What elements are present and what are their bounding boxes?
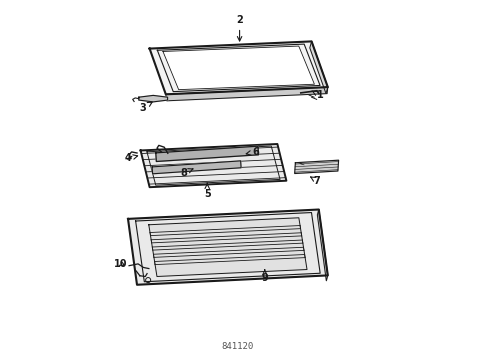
Polygon shape xyxy=(152,161,241,174)
Polygon shape xyxy=(294,160,339,174)
Text: 1: 1 xyxy=(312,90,324,100)
Text: 7: 7 xyxy=(311,176,320,186)
Text: 9: 9 xyxy=(262,270,268,283)
Text: 5: 5 xyxy=(204,183,211,199)
Polygon shape xyxy=(128,210,328,285)
Polygon shape xyxy=(149,41,328,94)
Polygon shape xyxy=(139,95,168,102)
Polygon shape xyxy=(141,144,286,187)
Text: 4: 4 xyxy=(124,153,138,163)
Polygon shape xyxy=(163,46,315,90)
Polygon shape xyxy=(166,87,328,101)
Text: 2: 2 xyxy=(236,15,243,41)
Text: 10: 10 xyxy=(114,258,127,269)
Polygon shape xyxy=(156,146,259,162)
Text: 841120: 841120 xyxy=(221,342,254,351)
Polygon shape xyxy=(318,210,328,281)
Polygon shape xyxy=(310,41,328,94)
Text: 8: 8 xyxy=(180,168,193,178)
Text: 6: 6 xyxy=(246,147,259,157)
Text: 3: 3 xyxy=(139,102,152,113)
Polygon shape xyxy=(149,218,307,276)
